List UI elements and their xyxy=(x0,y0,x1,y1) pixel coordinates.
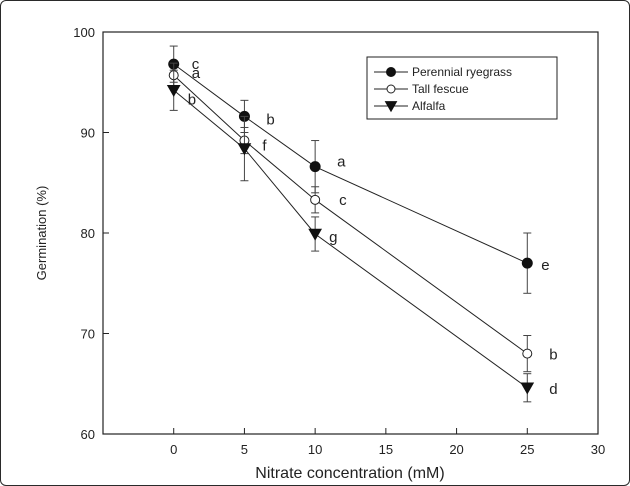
x-tick-label: 5 xyxy=(241,442,248,457)
x-tick-label: 30 xyxy=(591,442,605,457)
marker-filled-triangle xyxy=(308,228,323,241)
y-tick-label: 60 xyxy=(81,427,95,442)
marker-filled-circle xyxy=(386,67,396,77)
marker-open-circle xyxy=(386,84,396,94)
significance-letter: c xyxy=(192,56,200,73)
y-tick-label: 90 xyxy=(81,126,95,141)
marker-filled-triangle xyxy=(520,382,535,395)
marker-filled-triangle xyxy=(237,143,252,156)
x-tick-label: 10 xyxy=(308,442,322,457)
x-axis-title: Nitrate concentration (mM) xyxy=(255,465,444,482)
legend-label: Tall fescue xyxy=(412,82,469,96)
legend: Perennial ryegrass Tall fescue Alfalfa xyxy=(366,56,558,120)
significance-letter: a xyxy=(337,154,346,171)
x-tick-label: 0 xyxy=(170,442,177,457)
series-line xyxy=(173,63,528,264)
y-tick-label: 70 xyxy=(81,327,95,342)
legend-label: Perennial ryegrass xyxy=(412,65,512,79)
marker-filled-circle xyxy=(521,257,533,269)
marker-open-circle xyxy=(522,348,533,359)
y-tick-label: 80 xyxy=(81,226,95,241)
marker-open-circle xyxy=(310,194,321,205)
significance-letter: f xyxy=(262,138,267,155)
series-alfalfa: b g d xyxy=(166,69,558,403)
significance-letter: d xyxy=(549,381,557,398)
legend-box xyxy=(366,56,558,120)
marker-filled-circle xyxy=(309,161,321,173)
marker-filled-triangle xyxy=(166,84,181,97)
significance-letter: g xyxy=(329,229,337,246)
significance-letter: b xyxy=(549,347,557,364)
series-line xyxy=(173,89,528,389)
series-line xyxy=(173,74,528,355)
significance-letter: c xyxy=(339,192,347,209)
significance-letter: e xyxy=(541,257,549,274)
y-tick-label: 100 xyxy=(73,25,95,40)
marker-filled-triangle xyxy=(384,101,398,113)
significance-letter: b xyxy=(188,91,196,108)
x-tick-label: 20 xyxy=(449,442,463,457)
x-tick-label: 25 xyxy=(520,442,534,457)
y-axis-title: Germination (%) xyxy=(34,186,49,281)
significance-letter: b xyxy=(266,111,274,128)
axes: 0 5 10 15 20 25 30 60 70 80 90 100 xyxy=(73,25,605,457)
x-tick-label: 15 xyxy=(379,442,393,457)
legend-label: Alfalfa xyxy=(412,99,446,113)
significance-letter: a xyxy=(192,65,201,82)
